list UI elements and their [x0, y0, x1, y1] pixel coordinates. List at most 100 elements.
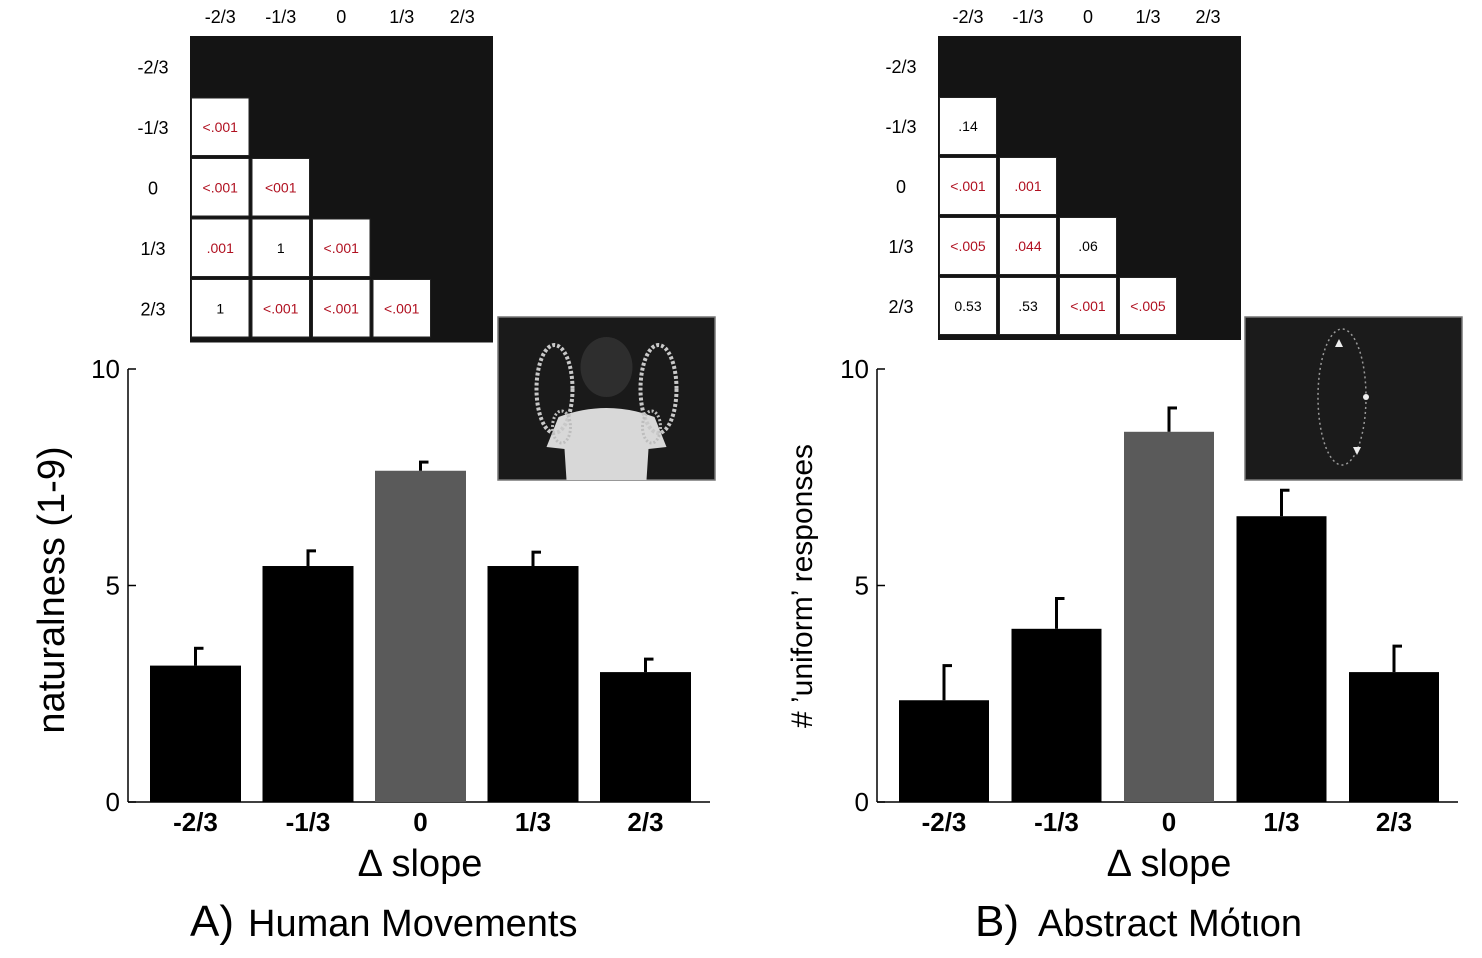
pvalue-matrix: -2/3 -2/3 -1/3 -1/3 0 0 1/3 1/3 2/3 2/3 <.001 <.001…	[137, 7, 493, 343]
matrix-row-label: 2/3	[140, 299, 165, 319]
bars: -2/3 -1/3 0 1/3 2/3	[899, 406, 1439, 837]
y-tick-label: 0	[855, 787, 869, 817]
matrix-cell	[939, 277, 997, 335]
matrix-row-label: 1/3	[140, 239, 165, 259]
y-axis-label: naturalness (1-9)	[31, 446, 73, 733]
matrix-col-label: 2/3	[450, 7, 475, 27]
matrix-cell-value: 0.53	[954, 298, 981, 314]
panel-label: A)	[190, 897, 234, 946]
y-tick-label: 5	[106, 571, 120, 601]
matrix-cell-value: <.005	[950, 238, 986, 254]
matrix-col-label: 0	[336, 7, 346, 27]
bar	[262, 566, 354, 802]
matrix-col-label: -2/3	[205, 7, 236, 27]
matrix-cell	[999, 217, 1057, 275]
x-tick-label: -1/3	[1034, 807, 1079, 837]
matrix-cell-value: .001	[207, 240, 234, 256]
matrix-cell	[939, 97, 997, 155]
matrix-cell-value: <001	[265, 179, 297, 195]
x-tick-label: 1/3	[1263, 807, 1299, 837]
arm-trajectory-icon	[641, 409, 662, 445]
matrix-cell	[939, 157, 997, 215]
matrix-cell-value: .14	[958, 118, 978, 134]
matrix-cell	[191, 279, 250, 338]
axes: 0 5 10 naturalness (1-9) Δ slope	[31, 354, 710, 885]
matrix-cell	[191, 218, 250, 277]
matrix-cell-value: <.001	[203, 119, 239, 135]
bar	[1349, 672, 1439, 802]
matrix-cell-value: <.001	[1070, 298, 1106, 314]
matrix-cell	[1059, 217, 1117, 275]
matrix-col-label: 1/3	[1135, 7, 1160, 27]
matrix-cell-value: .53	[1018, 298, 1038, 314]
matrix-cell	[1059, 277, 1117, 335]
x-axis-label: Δ slope	[358, 843, 483, 885]
matrix-col-label: 1/3	[389, 7, 414, 27]
matrix-cell	[1119, 277, 1177, 335]
y-tick-label: 5	[855, 571, 869, 601]
x-tick-label: 0	[413, 807, 427, 837]
bar	[899, 700, 989, 802]
matrix-cell	[251, 279, 310, 338]
bar	[1011, 628, 1102, 802]
bar	[375, 470, 466, 802]
matrix-cell	[191, 158, 250, 217]
matrix-row-label: 0	[896, 177, 906, 197]
x-axis-label: Δ slope	[1107, 843, 1232, 885]
matrix-row-label: -1/3	[885, 117, 916, 137]
matrix-row-label: 0	[148, 178, 158, 198]
arm-trajectory-icon	[638, 343, 679, 435]
matrix-cell	[939, 217, 997, 275]
panel-label: B)	[975, 897, 1019, 946]
matrix-col-label: -1/3	[265, 7, 296, 27]
matrix-cell-value: <.005	[1130, 298, 1166, 314]
panel-a: -2/3 -2/3 -1/3 -1/3 0 0 1/3 1/3 2/3 2/3 <.001 <.001…	[31, 7, 716, 946]
panel-title: Abstract Mόtιon	[1038, 903, 1302, 945]
matrix-cell-value: <.001	[324, 300, 360, 316]
human-figure-inset	[497, 316, 716, 481]
x-tick-label: -2/3	[173, 807, 218, 837]
ellipse-motion-inset	[1244, 316, 1463, 481]
y-tick-label: 0	[106, 787, 120, 817]
matrix-cell	[999, 157, 1057, 215]
matrix-col-label: 0	[1083, 7, 1093, 27]
matrix-cell-value: .044	[1014, 238, 1041, 254]
matrix-col-label: -2/3	[952, 7, 983, 27]
matrix-row-label: 2/3	[888, 297, 913, 317]
y-tick-label: 10	[840, 354, 869, 384]
matrix-cell	[312, 218, 371, 277]
bar	[1124, 431, 1214, 802]
matrix-cell-value: <.001	[950, 178, 986, 194]
matrix-cell-value: <.001	[203, 179, 239, 195]
matrix-cell-value: 1	[277, 240, 285, 256]
matrix-cell	[251, 158, 310, 217]
matrix-cell	[312, 279, 371, 338]
matrix-cell-value: 1	[216, 300, 224, 316]
matrix-row-label: -1/3	[137, 118, 168, 138]
panel-title: Human Movements	[248, 903, 577, 945]
matrix-row-label: -2/3	[137, 57, 168, 77]
matrix-cell	[191, 97, 250, 156]
matrix-cell	[251, 218, 310, 277]
matrix-cell-value: .001	[1014, 178, 1041, 194]
x-tick-label: 2/3	[1376, 807, 1412, 837]
x-tick-label: 2/3	[627, 807, 663, 837]
matrix-cell	[372, 279, 431, 338]
x-tick-label: 1/3	[515, 807, 551, 837]
bar	[600, 672, 691, 802]
matrix-cell-value: <.001	[384, 300, 420, 316]
matrix-col-label: 2/3	[1195, 7, 1220, 27]
x-tick-label: 0	[1162, 807, 1176, 837]
matrix-cell	[999, 277, 1057, 335]
torso-icon	[546, 408, 667, 480]
arrow-up-icon	[1335, 339, 1343, 347]
matrix-cell-value: <.001	[324, 240, 360, 256]
axes: 0 5 10 # ’uniform’ responses Δ slope	[786, 354, 1458, 885]
bar	[150, 665, 241, 802]
x-tick-label: -2/3	[922, 807, 967, 837]
y-tick-label: 10	[91, 354, 120, 384]
bar	[1236, 516, 1327, 802]
matrix-col-label: -1/3	[1012, 7, 1043, 27]
x-tick-label: -1/3	[286, 807, 331, 837]
